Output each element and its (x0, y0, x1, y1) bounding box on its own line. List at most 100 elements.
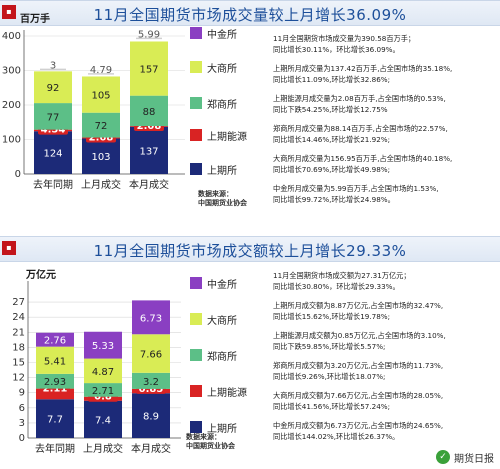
legend-swatch (190, 61, 202, 73)
note-line: 同比下跌54.25%,环比增长12.75% (273, 104, 388, 114)
note-paragraph: 上期所月成交量为137.42百万手,占全国市场的35.18%, 同比增长11.09… (273, 64, 495, 85)
note-line: 大商所月成交额为7.66万亿元,占全国市场的28.05%, (273, 391, 444, 400)
data-label-cffex: 5.99 (138, 29, 160, 40)
y-tick-label: 12 (12, 373, 25, 384)
data-label-shfe: 8.9 (143, 412, 159, 423)
bar-segment-shfe (34, 131, 72, 174)
bar-segment-dce (130, 41, 168, 96)
note-line: 同比增长15.62%,环比增长19.78%; (273, 311, 391, 321)
bar-segment-czce (130, 95, 168, 127)
y-tick-label: 21 (12, 327, 25, 338)
data-label-ine: 0.85 (139, 384, 164, 395)
note-line: 同比增长11.09%,环比增长32.86%; (273, 74, 391, 84)
legend-swatch (190, 163, 202, 175)
data-label-cffex: 2.76 (44, 336, 66, 347)
legend-swatch (190, 385, 202, 397)
data-label-shfe: 103 (91, 152, 110, 163)
data-label-ine: 4.54 (41, 125, 66, 136)
data-label-dce: 7.66 (140, 350, 162, 361)
data-label-shfe: 137 (139, 146, 158, 157)
volume-title-bar: ▪ 11月全国期货市场成交量较上月增长36.09% (0, 0, 500, 26)
data-label-cffex: 4.79 (90, 65, 112, 76)
volume-panel: ▪ 11月全国期货市场成交量较上月增长36.09% 百万手 0 100 200 300… (0, 0, 500, 233)
note-paragraph: 上期所月成交额为8.87万亿元,占全国市场的32.47%, 同比增长15.62%,… (273, 301, 495, 322)
watermark-text: 期货日报 (454, 453, 494, 465)
legend-label: 郑商所 (207, 352, 237, 363)
y-tick-label: 300 (2, 66, 21, 77)
note-line: 同比增长9.26%,环比增长18.07%; (273, 371, 386, 381)
bar-segment-dce (84, 358, 122, 384)
note-paragraph: 郑商所月成交量为88.14百万手,占全国市场的22.57%, 同比增长14.46%… (273, 124, 495, 145)
bar-segment-shfe (84, 400, 122, 438)
x-category-label: 去年同期 (33, 178, 73, 191)
y-tick-label: 0 (19, 433, 25, 444)
data-label-shfe: 7.7 (47, 415, 63, 426)
y-tick-label: 9 (19, 388, 25, 399)
y-tick-label: 24 (12, 312, 25, 323)
volume-unit-label: 百万手 (20, 14, 50, 25)
legend-swatch (190, 27, 202, 39)
data-label-ine: 2.11 (43, 384, 68, 395)
legend-label: 上期所 (207, 166, 237, 177)
turnover-unit-label: 万亿元 (26, 270, 56, 281)
data-label-dce: 5.41 (44, 356, 66, 367)
volume-data-source: 数据来源： 中国期货业协会 (198, 190, 247, 207)
corner-tag-icon: ▪ (2, 241, 16, 255)
turnover-data-source: 数据来源： 中国期货业协会 (186, 433, 235, 450)
note-line: 同比增长70.69%,环比增长49.98%; (273, 164, 391, 174)
wechat-icon: ✓ (436, 450, 450, 464)
note-line: 同比增长41.56%,环比增长57.24%; (273, 401, 391, 411)
note-line: 同比增长30.11%，环比增长36.09%。 (273, 44, 400, 54)
note-paragraph: 11月全国期货市场成交额为27.31万亿元； 同比增长30.80%，环比增长29.… (273, 271, 495, 292)
x-category-label: 上月成交 (83, 442, 123, 455)
data-label-czce: 88 (143, 107, 156, 118)
corner-tag-icon: ▪ (2, 5, 16, 19)
watermark: ✓ 期货日报 (436, 449, 494, 465)
legend-label: 大商所 (207, 316, 237, 327)
data-label-czce: 2.71 (92, 386, 114, 397)
note-line: 同比增长30.80%，环比增长29.33%。 (273, 281, 400, 291)
volume-chart-title: 11月全国期货市场成交量较上月增长36.09% (93, 6, 407, 24)
data-label-shfe: 7.4 (95, 415, 111, 426)
legend-label: 中金所 (207, 30, 237, 41)
legend-swatch (190, 97, 202, 109)
note-line: 11月全国期货市场成交量为390.58百万手； (273, 34, 416, 43)
note-line: 同比增长99.72%,环比增长24.98%。 (273, 194, 395, 204)
bar-segment-shfe (36, 399, 74, 438)
note-line: 上期所月成交量为137.42百万手,占全国市场的35.18%, (273, 64, 453, 73)
legend-swatch (190, 129, 202, 141)
data-label-czce: 2.93 (44, 377, 66, 388)
legend-swatch (190, 349, 202, 361)
note-line: 上期所月成交额为8.87万亿元,占全国市场的32.47%, (273, 301, 444, 310)
note-paragraph: 大商所月成交额为7.66万亿元,占全国市场的28.05%, 同比增长41.56%,… (273, 391, 495, 412)
bar-segment-czce (82, 112, 120, 138)
data-label-shfe: 124 (43, 149, 62, 160)
legend-label: 上期能源 (207, 132, 247, 143)
note-line: 郑商所月成交量为88.14百万手,占全国市场的22.57%, (273, 124, 448, 133)
note-line: 11月全国期货市场成交额为27.31万亿元； (273, 271, 411, 280)
bar-segment-czce (84, 383, 122, 397)
y-tick-label: 6 (19, 403, 25, 414)
note-line: 同比增长144.02%,环比增长26.37%。 (273, 431, 400, 441)
bar-segment-dce (132, 334, 170, 373)
y-tick-label: 15 (12, 358, 25, 369)
y-tick-label: 100 (2, 135, 21, 146)
data-label-cffex: 6.73 (140, 313, 162, 324)
legend-swatch (190, 421, 202, 433)
y-tick-label: 0 (15, 169, 21, 180)
y-tick-label: 400 (2, 31, 21, 42)
data-label-czce: 72 (95, 121, 108, 132)
legend-swatch (190, 277, 202, 289)
note-paragraph: 郑商所月成交额为3.20万亿元,占全国市场的11.73%, 同比增长9.26%,环… (273, 361, 495, 382)
y-tick-label: 27 (12, 297, 25, 308)
data-label-cffex: 3 (50, 60, 56, 71)
x-category-label: 上月成交 (81, 178, 121, 191)
note-line: 同比增长14.46%,环比增长21.92%; (273, 134, 391, 144)
note-paragraph: 中金所月成交量为5.99百万手,占全国市场的1.53%, 同比增长99.72%,环… (273, 184, 495, 205)
volume-notes: 11月全国期货市场成交量为390.58百万手； 同比增长30.11%，环比增长36… (273, 34, 495, 214)
turnover-title-bar: ▪ 11月全国期货市场成交额较上月增长29.33% (0, 236, 500, 262)
note-line: 郑商所月成交额为3.20万亿元,占全国市场的11.73%, (273, 361, 444, 370)
x-category-label: 本月成交 (131, 442, 171, 455)
note-line: 中金所月成交额为6.73万亿元,占全国市场的24.65%, (273, 421, 444, 430)
